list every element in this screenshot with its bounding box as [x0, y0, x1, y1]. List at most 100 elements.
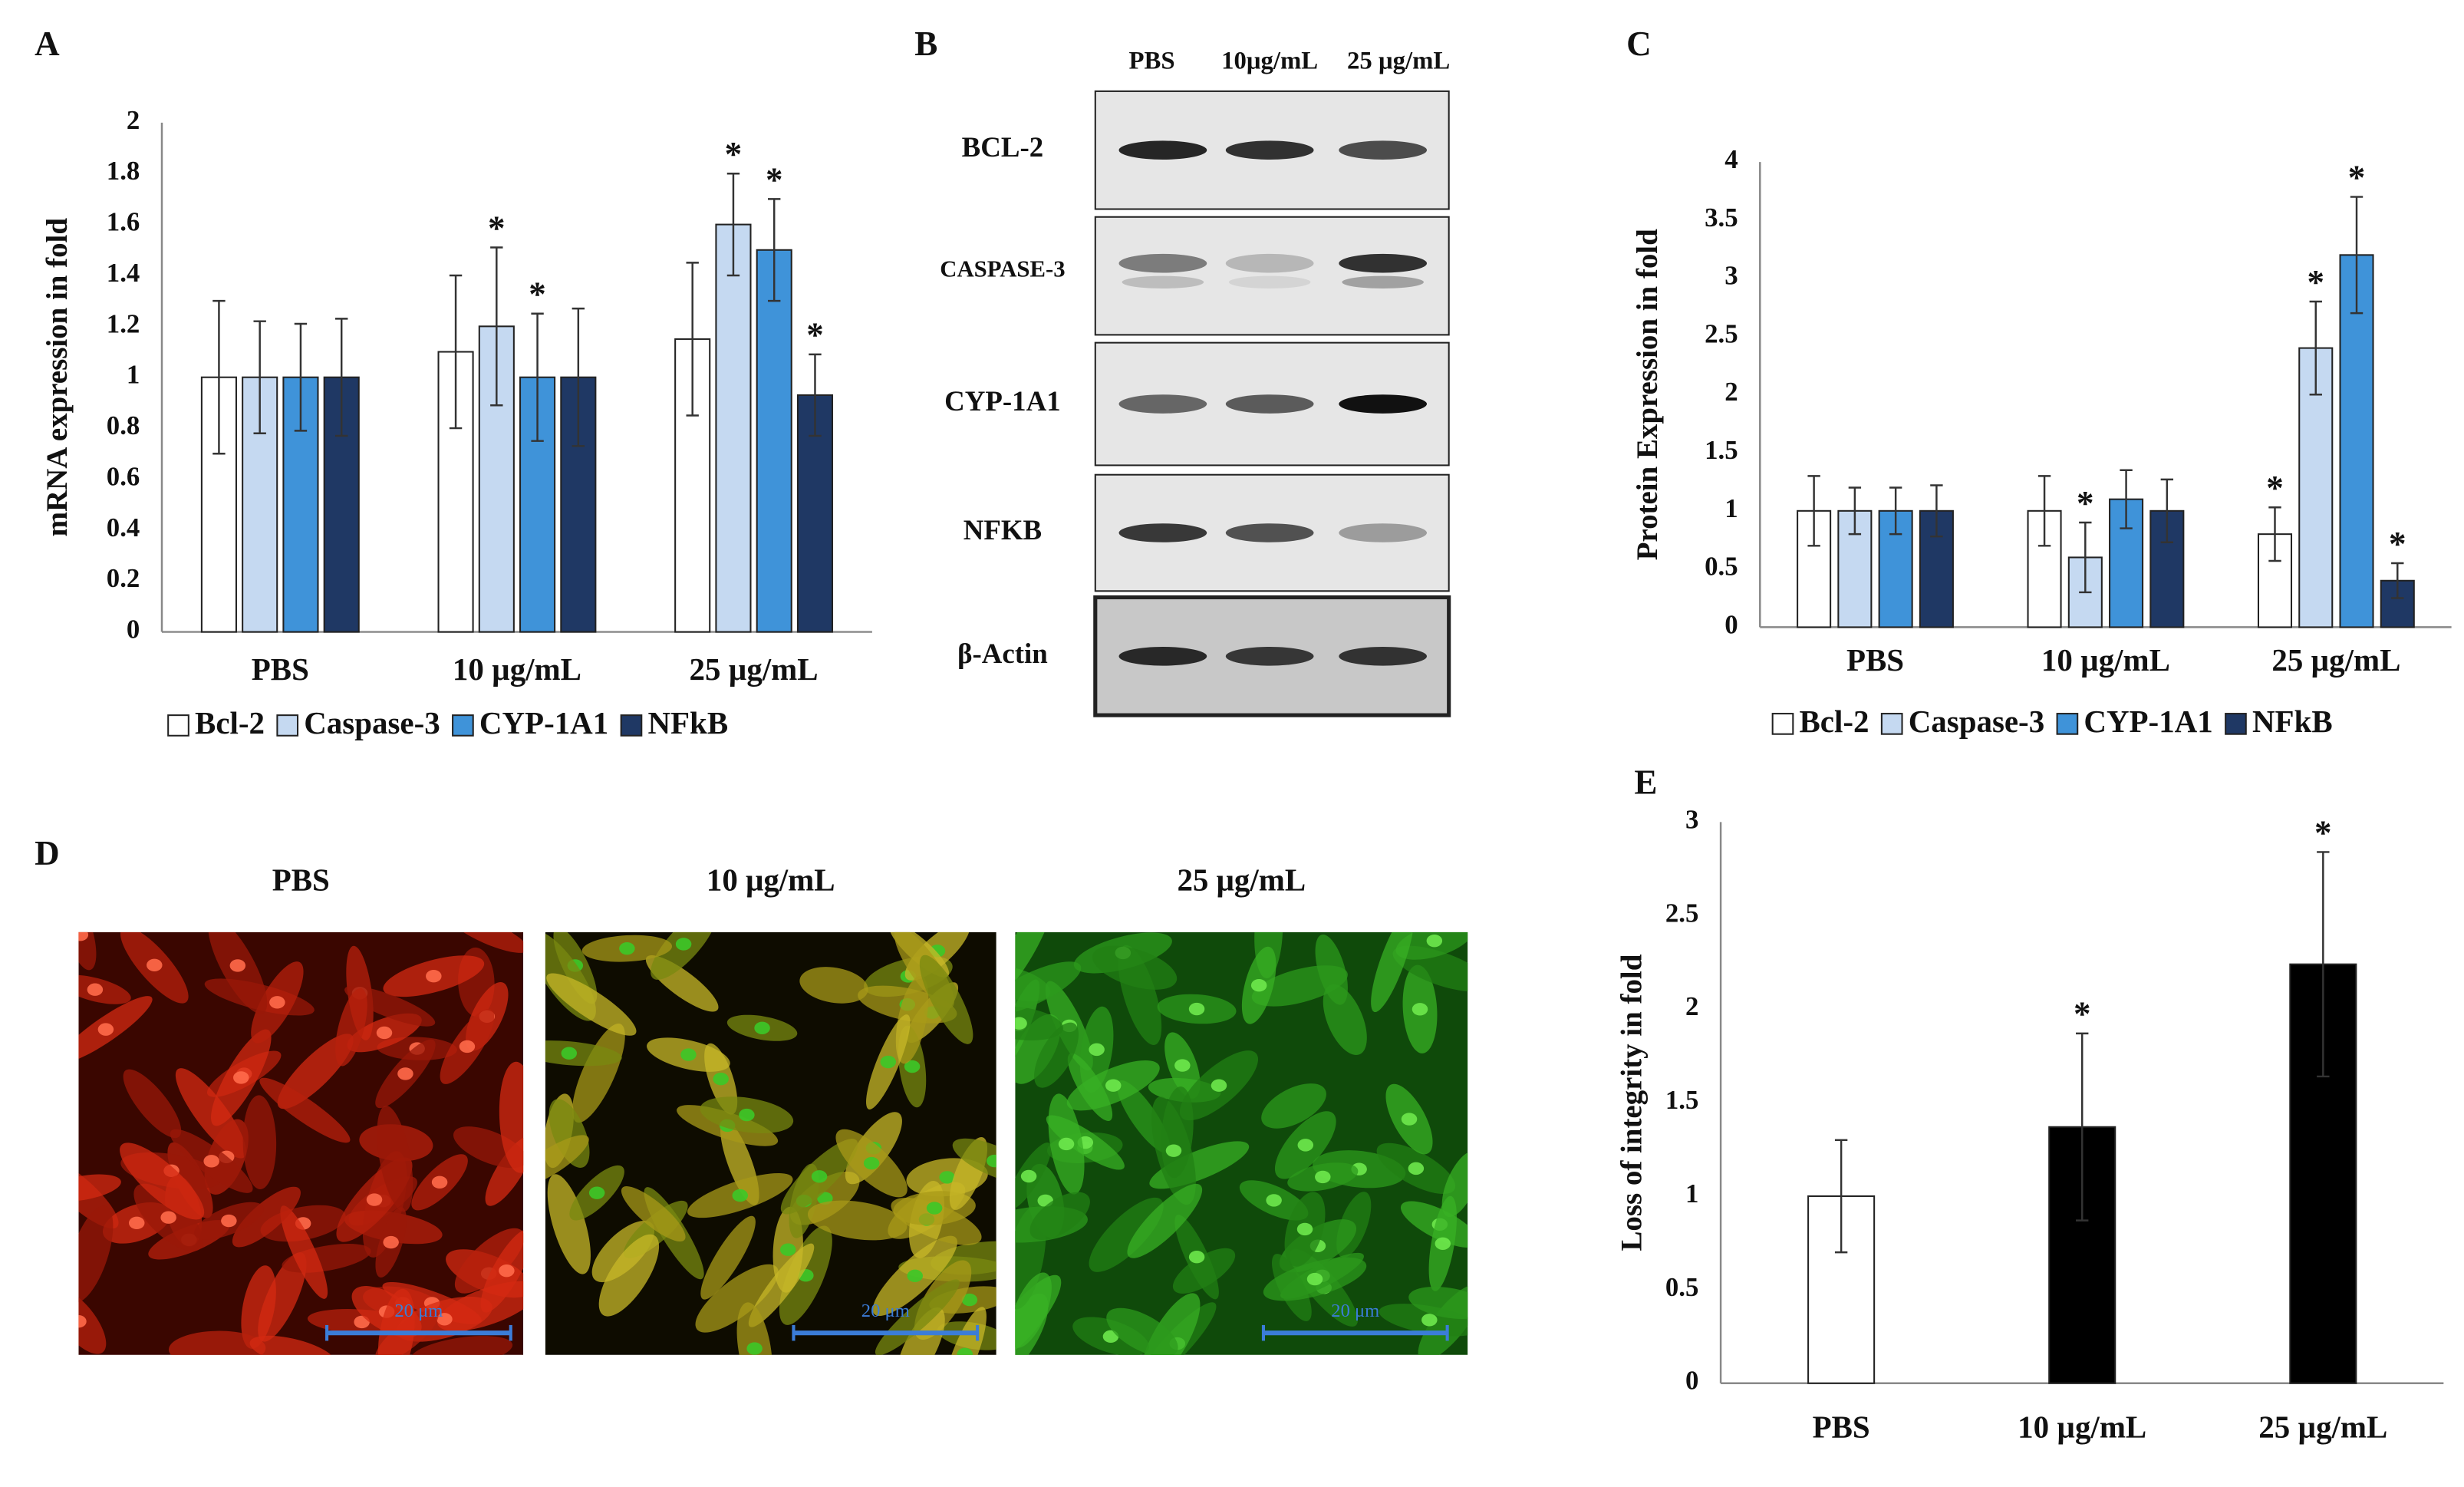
y-tick-label: 0.2: [107, 563, 140, 593]
cell: [1323, 984, 1367, 1056]
legend-label: CYP-1A1: [2084, 704, 2212, 739]
nucleus: [754, 1021, 770, 1034]
cell: [1441, 1151, 1468, 1218]
blot-band: [1118, 523, 1207, 542]
legend-label: NFkB: [647, 705, 728, 740]
nucleus: [366, 1193, 383, 1206]
y-tick-label: 0.5: [1705, 552, 1738, 582]
significance-marker: *: [2266, 469, 2284, 507]
legend-label: NFkB: [2252, 704, 2333, 739]
nucleus: [675, 938, 692, 951]
cell: [335, 987, 367, 1067]
error-bar: [1889, 486, 1902, 536]
error-bar: [253, 320, 266, 434]
y-tick-label: 3: [1685, 804, 1698, 834]
error-bar: [2076, 1032, 2089, 1222]
significance-marker: *: [2389, 525, 2406, 563]
panel-label: D: [35, 834, 60, 872]
nucleus: [1250, 979, 1267, 992]
error-bar: [1848, 486, 1862, 536]
nucleus: [128, 1216, 145, 1230]
nucleus: [233, 1071, 249, 1084]
blot-row-label: CYP-1A1: [944, 385, 1061, 417]
nucleus: [397, 1067, 413, 1080]
nucleus: [1315, 1170, 1331, 1184]
significance-marker: *: [725, 135, 743, 173]
cell: [799, 967, 868, 1004]
cell: [1029, 1192, 1090, 1240]
y-tick-label: 1: [1685, 1179, 1698, 1208]
nucleus: [78, 1315, 87, 1328]
cell: [448, 931, 524, 953]
cell: [545, 1135, 589, 1188]
nucleus: [431, 1175, 448, 1189]
panel-label: C: [1626, 25, 1652, 63]
blot-band: [1225, 253, 1314, 273]
nucleus: [1058, 1137, 1075, 1151]
micrograph-bg: [78, 931, 524, 1355]
cell: [1089, 1197, 1164, 1272]
y-tick-label: 1.6: [107, 207, 140, 237]
legend-label: Caspase-3: [304, 705, 440, 740]
cell: [807, 1200, 908, 1241]
lane-label: PBS: [1128, 48, 1174, 75]
y-tick-label: 1: [127, 360, 140, 390]
scale-bar-label: 20 μm: [861, 1301, 910, 1321]
error-bar: [2120, 469, 2133, 529]
nucleus: [1296, 1222, 1313, 1236]
error-bar: [2309, 300, 2322, 396]
nucleus: [147, 958, 163, 972]
blot-band: [1225, 140, 1314, 160]
y-tick-label: 0.8: [107, 410, 140, 440]
lane-label: 25 μg/mL: [1347, 48, 1450, 75]
y-tick-label: 0.4: [107, 513, 140, 542]
cell: [232, 1186, 301, 1248]
cell: [700, 1215, 756, 1300]
nucleus: [904, 1060, 921, 1073]
nucleus: [383, 1235, 399, 1249]
nucleus: [499, 1264, 515, 1278]
legend-label: Bcl-2: [195, 705, 265, 740]
nucleus: [1105, 1079, 1122, 1092]
blot-band: [1228, 275, 1311, 288]
y-axis-label: Loss of integrity in fold: [1615, 954, 1648, 1251]
y-tick-label: 1.5: [1705, 435, 1738, 465]
error-bar: [1807, 475, 1820, 547]
error-bar: [2391, 562, 2404, 599]
nucleus: [680, 1048, 697, 1061]
cell: [123, 1069, 182, 1139]
nucleus: [1188, 1002, 1205, 1016]
blot-band: [1118, 140, 1207, 160]
error-bar: [2317, 851, 2330, 1078]
y-tick-label: 1.4: [107, 258, 140, 288]
nucleus: [459, 1040, 476, 1053]
nucleus: [939, 1171, 955, 1184]
cell: [748, 1243, 815, 1327]
y-tick-label: 2: [1724, 377, 1738, 407]
cell: [1371, 931, 1415, 1013]
significance-marker: *: [766, 160, 783, 199]
significance-marker: *: [2314, 813, 2332, 852]
nucleus: [426, 969, 442, 983]
cell: [377, 1106, 413, 1212]
cell: [1015, 961, 1082, 1016]
blot-row-label: NFKB: [964, 514, 1042, 546]
legend-marker: [2056, 713, 2079, 735]
error-bar: [294, 322, 308, 432]
y-tick-label: 2: [1685, 991, 1698, 1021]
cell: [377, 1288, 415, 1355]
error-bar: [531, 312, 544, 442]
cell: [1127, 1183, 1203, 1258]
significance-marker: *: [529, 275, 546, 314]
nucleus: [1015, 1017, 1027, 1030]
nucleus: [1421, 1314, 1438, 1327]
nucleus: [713, 1073, 729, 1086]
blot-strip: [1094, 216, 1450, 336]
nucleus: [1211, 1079, 1227, 1092]
cell: [78, 1205, 114, 1303]
micrograph-label: 10 μg/mL: [707, 862, 835, 898]
cell: [1092, 945, 1178, 990]
significance-marker: *: [2077, 484, 2094, 523]
cell: [1015, 931, 1052, 998]
